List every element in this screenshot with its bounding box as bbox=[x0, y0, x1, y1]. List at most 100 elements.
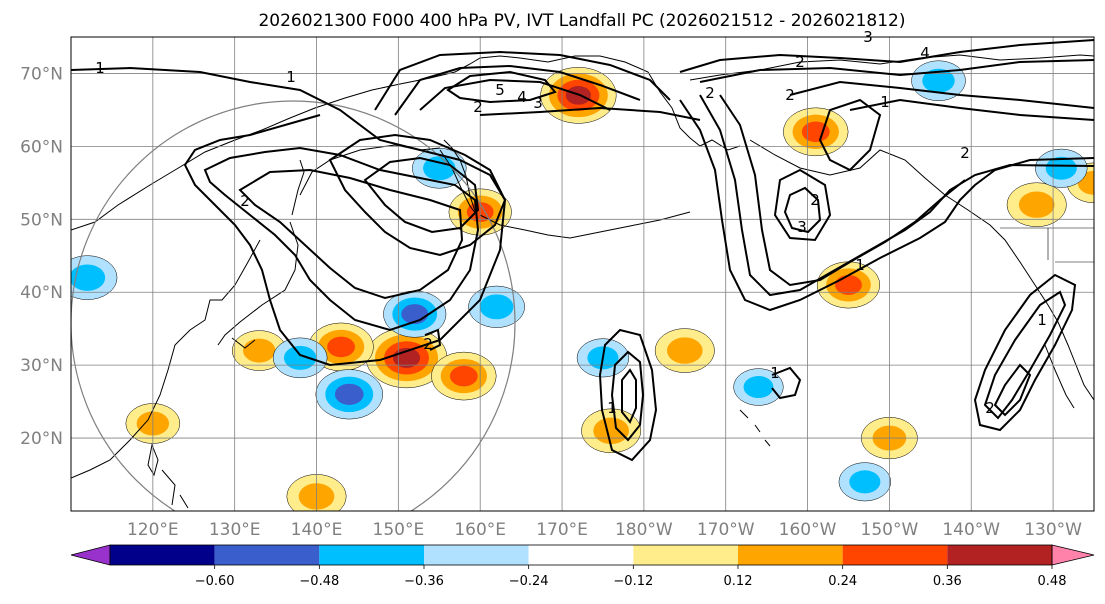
colorbar-tick-label: −0.60 bbox=[195, 574, 235, 589]
colorbar-cell bbox=[842, 545, 948, 565]
pv-contour-fill bbox=[922, 68, 955, 93]
pv-negative-anomaly bbox=[1035, 148, 1088, 188]
pv-positive-anomaly bbox=[783, 107, 849, 157]
colorbar-cell bbox=[214, 545, 320, 565]
coastline-asia bbox=[71, 55, 741, 231]
pv-contour-fill bbox=[449, 365, 478, 387]
contour-label-2: 2 bbox=[810, 191, 820, 209]
colorbar-tick-label: −0.24 bbox=[509, 574, 549, 589]
pv-negative-anomaly bbox=[315, 369, 383, 420]
contour-label-2: 2 bbox=[960, 144, 970, 162]
pv-negative-anomaly bbox=[383, 290, 447, 338]
colorbar: −0.60 −0.48 −0.36 −0.24 −0.12 0.12 0.24 0.36 0.4… bbox=[70, 544, 1095, 589]
coastline-taiwan bbox=[147, 443, 159, 477]
contour-label-2: 2 bbox=[705, 84, 715, 102]
pv-contour-fill bbox=[243, 338, 276, 363]
pv-contour-fill bbox=[479, 294, 514, 320]
lat-tick-label: 20°N bbox=[20, 429, 63, 449]
coastline-baja bbox=[1044, 344, 1075, 409]
pv-contour-fill bbox=[801, 121, 830, 143]
colorbar-ticks: −0.60 −0.48 −0.36 −0.24 −0.12 0.12 0.24 0.36 0.4… bbox=[195, 565, 1067, 589]
contour-label-4: 4 bbox=[517, 88, 527, 106]
colorbar-tick-label: −0.36 bbox=[404, 574, 444, 589]
ivt-contour-5-west bbox=[363, 156, 480, 234]
pv-positive-anomaly bbox=[231, 330, 287, 371]
ivt-contour-sub-east-1 bbox=[973, 273, 1077, 432]
pv-positive-anomaly bbox=[431, 351, 497, 401]
colorbar-cell bbox=[633, 545, 738, 565]
lon-tick-label: 130°E bbox=[209, 520, 261, 540]
lon-tick-label: 180°W bbox=[615, 520, 673, 540]
contour-label-4: 4 bbox=[920, 44, 930, 62]
coastline-north-america bbox=[749, 139, 1094, 401]
latitude-labels: 20°N 30°N 40°N 50°N 60°N 70°N bbox=[20, 64, 63, 449]
ivt-contour-east-north-1 bbox=[679, 39, 1094, 73]
colorbar-tick-label: 0.48 bbox=[1038, 574, 1067, 589]
colorbar-tick-label: 0.36 bbox=[933, 574, 962, 589]
ivt-contour-2-west bbox=[203, 146, 480, 332]
pv-negative-anomaly bbox=[733, 368, 784, 406]
chart-title: 2026021300 F000 400 hPa PV, IVT Landfall… bbox=[258, 11, 905, 31]
colorbar-tick-label: 0.24 bbox=[828, 574, 857, 589]
ivt-contour-north-arc-2 bbox=[394, 64, 641, 116]
ivt-contour-3-east bbox=[719, 94, 966, 287]
lon-tick-label: 150°E bbox=[373, 520, 425, 540]
lat-tick-label: 70°N bbox=[20, 64, 63, 84]
pv-positive-anomaly bbox=[816, 261, 881, 309]
colorbar-tick-label: −0.48 bbox=[299, 574, 339, 589]
lon-tick-label: 150°W bbox=[861, 520, 919, 540]
ivt-contour-north-band bbox=[479, 106, 701, 121]
ivt-contour-labels: 1 1 2 5 4 3 2 3 4 2 2 1 2 1 2 3 2 1 1 1 … bbox=[95, 28, 1047, 417]
lon-tick-label: 140°W bbox=[942, 520, 1000, 540]
ivt-contour-4-west bbox=[328, 133, 507, 257]
lon-tick-label: 140°E bbox=[291, 520, 343, 540]
coastline-kamchatka bbox=[439, 139, 477, 215]
contour-label-1: 1 bbox=[286, 68, 296, 86]
ivt-contour-east-loop-b bbox=[773, 168, 832, 242]
ivt-contour-east-north-4 bbox=[849, 98, 1094, 121]
contour-label-1: 1 bbox=[607, 399, 617, 417]
ivt-contour-east-loop-c bbox=[783, 186, 822, 234]
pv-negative-anomaly bbox=[272, 337, 328, 379]
contour-label-1: 1 bbox=[770, 364, 780, 382]
contour-label-2: 2 bbox=[240, 192, 250, 210]
ivt-contour-north-arc-1 bbox=[374, 50, 671, 111]
coastline-aleutians bbox=[479, 211, 691, 239]
pv-contour-fill bbox=[743, 375, 774, 399]
pv-contour-fill bbox=[334, 383, 364, 405]
lon-tick-label: 170°W bbox=[697, 520, 755, 540]
pv-positive-anomaly bbox=[581, 408, 642, 454]
lat-tick-label: 40°N bbox=[20, 283, 63, 303]
ivt-contour-1-west bbox=[71, 66, 507, 367]
lon-tick-label: 170°E bbox=[536, 520, 588, 540]
colorbar-cell bbox=[424, 545, 529, 565]
ivt-contour-east-loop-a bbox=[818, 98, 882, 172]
colorbar-cell bbox=[947, 545, 1052, 565]
coastline-philippines bbox=[161, 469, 189, 509]
colorbar-tick-label: −0.12 bbox=[613, 574, 653, 589]
coastline-japan bbox=[217, 221, 299, 349]
colorbar-extend-max bbox=[1051, 544, 1095, 566]
lat-tick-label: 30°N bbox=[20, 356, 63, 376]
colorbar-cell bbox=[319, 545, 424, 565]
ivt-contour-sub-east-2 bbox=[983, 290, 1067, 420]
ivt-contours bbox=[71, 39, 1094, 462]
ivt-contour-hook-west bbox=[424, 328, 442, 351]
contour-label-2: 2 bbox=[473, 98, 483, 116]
pv-positive-anomaly bbox=[1006, 182, 1067, 227]
contour-label-1: 1 bbox=[880, 93, 890, 111]
lon-tick-label: 120°E bbox=[127, 520, 179, 540]
ivt-contour-east-north-3 bbox=[789, 80, 1094, 109]
ivt-contour-central-1 bbox=[598, 328, 658, 462]
contour-label-5: 5 bbox=[495, 81, 505, 99]
pv-contour-fill bbox=[849, 470, 881, 494]
pv-negative-anomaly bbox=[838, 462, 892, 502]
ivt-contour-central-3 bbox=[621, 368, 637, 424]
lon-tick-label: 160°E bbox=[454, 520, 506, 540]
contour-label-1: 1 bbox=[855, 256, 865, 274]
longitude-labels: 120°E 130°E 140°E 150°E 160°E 170°E 180°W 170°W… bbox=[127, 520, 1082, 540]
pv-contour-fill bbox=[71, 264, 106, 291]
pv-contour-fill bbox=[423, 156, 456, 181]
map-frame bbox=[70, 36, 1095, 512]
